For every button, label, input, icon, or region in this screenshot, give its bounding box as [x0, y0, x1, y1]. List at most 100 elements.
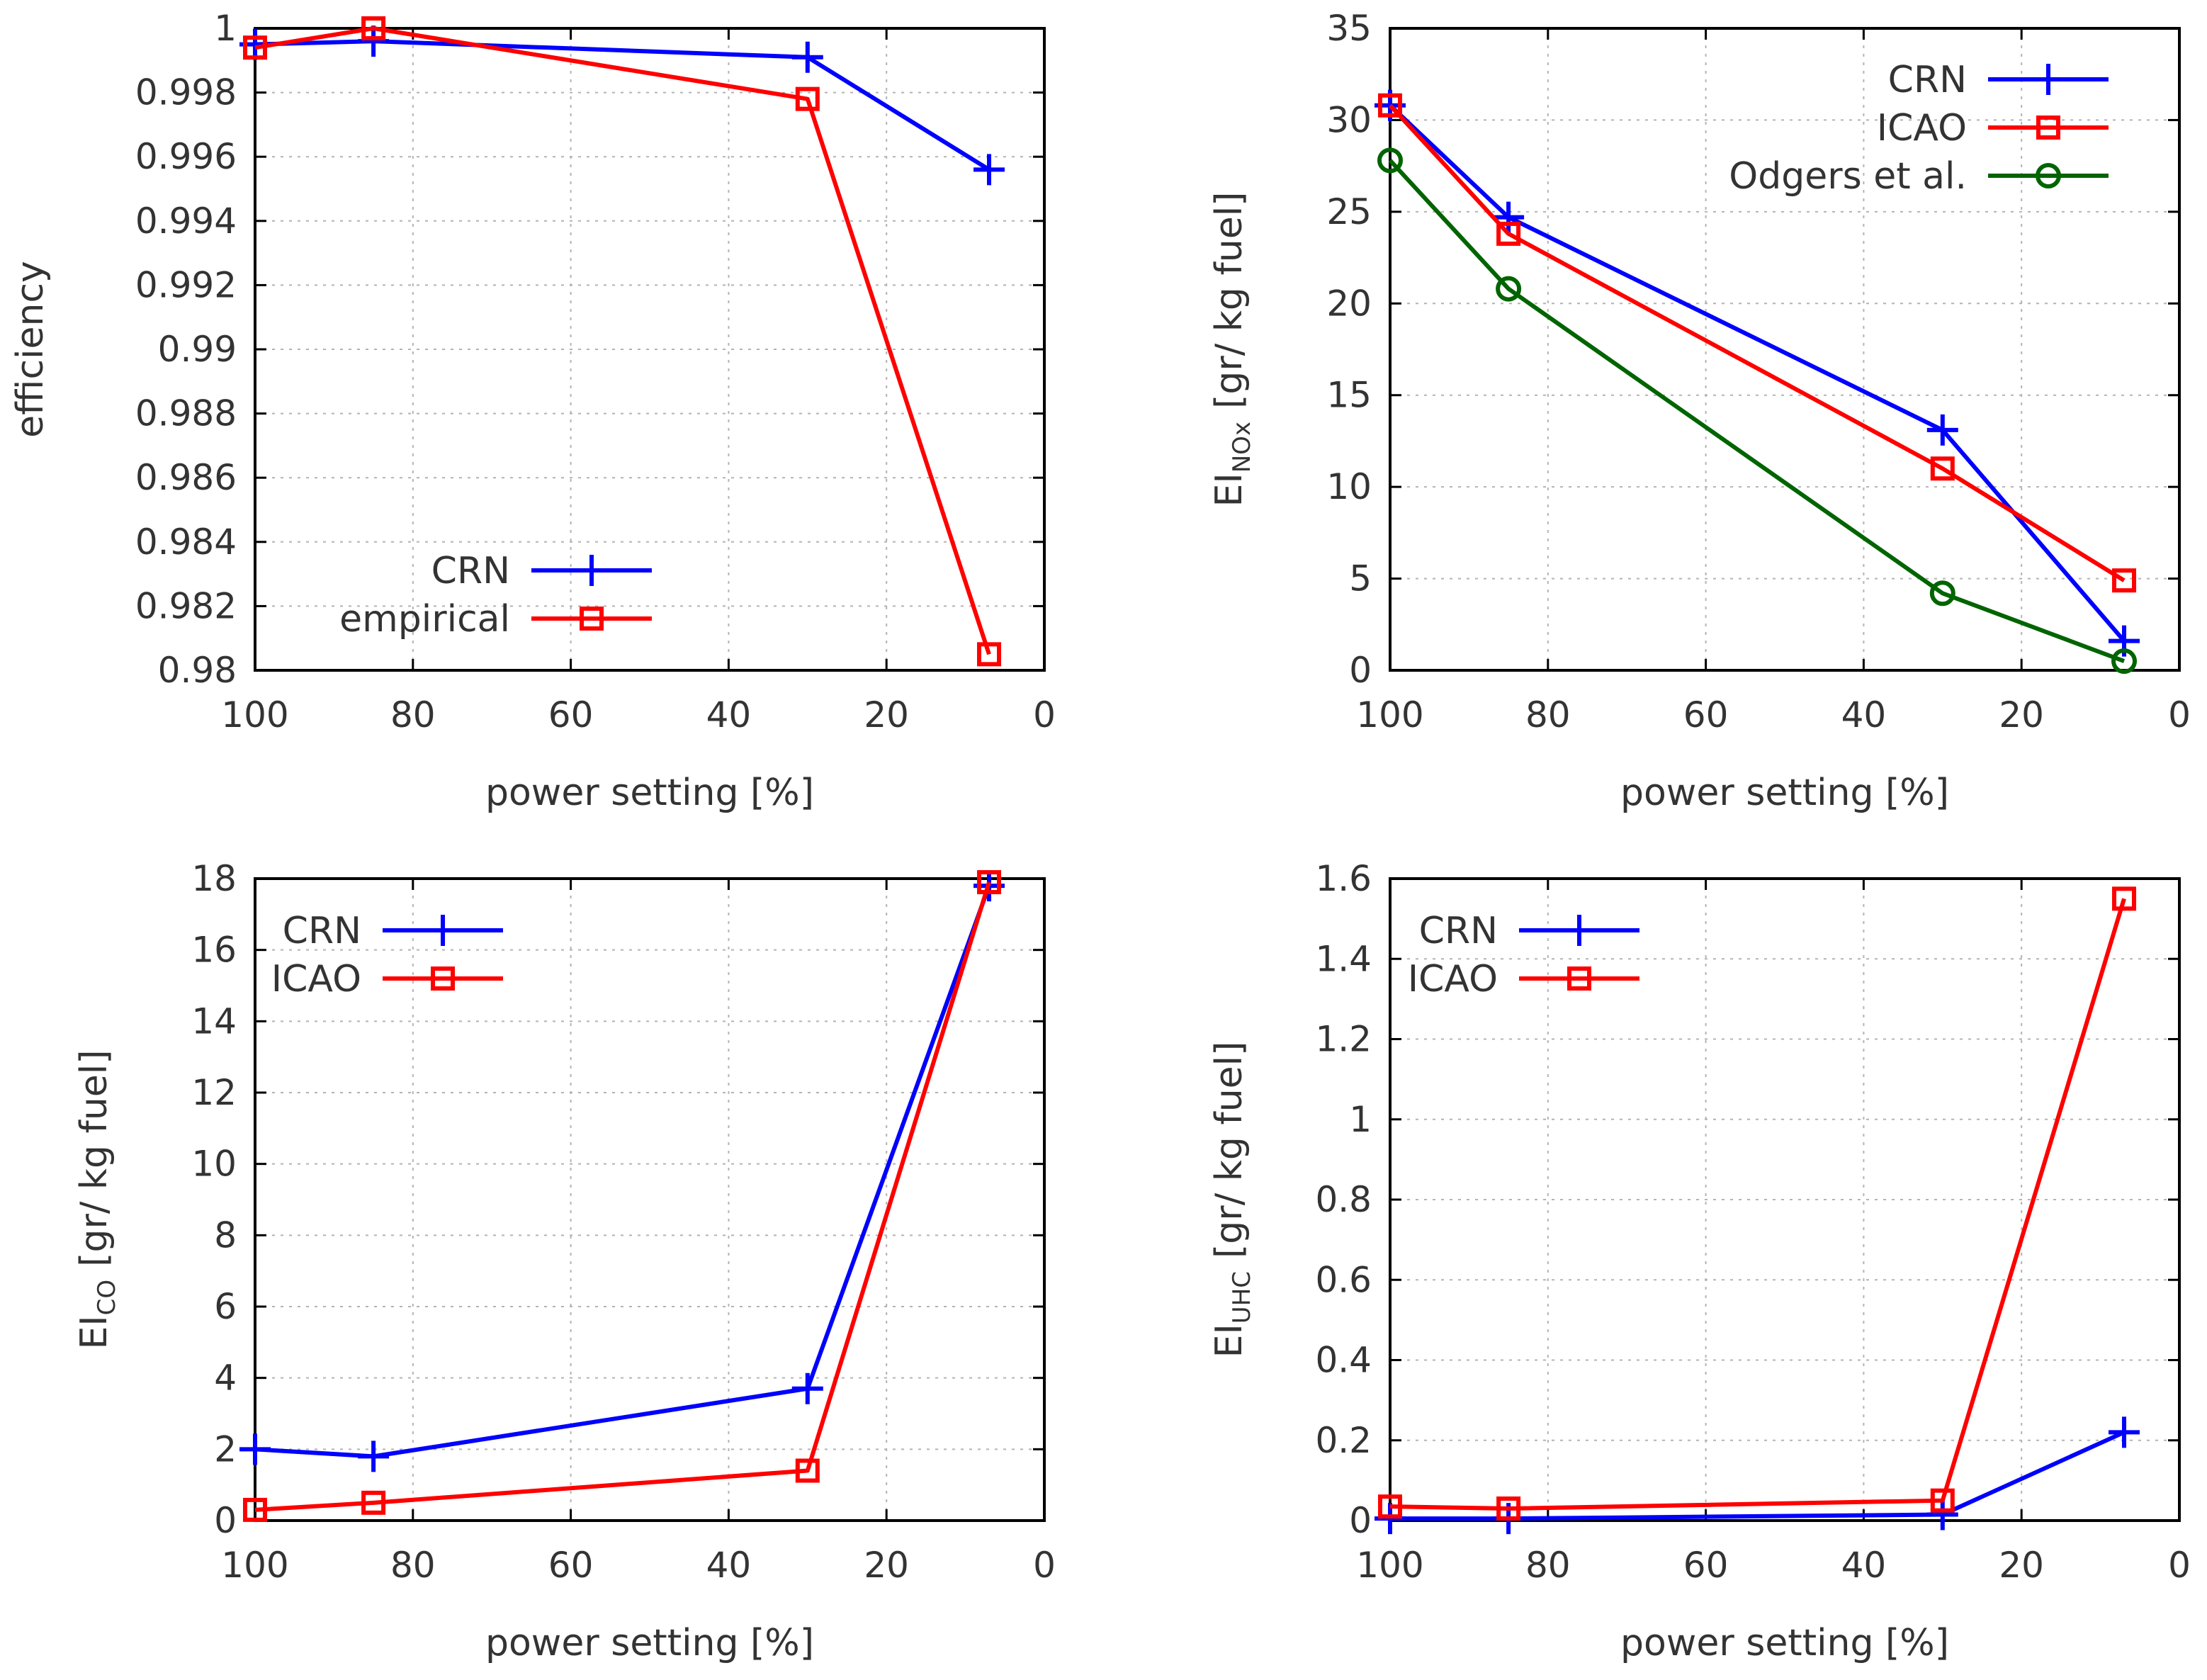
y-axis-label-main: EI — [73, 1315, 115, 1349]
x-tick-label: 100 — [221, 1545, 288, 1586]
data-point — [1496, 221, 1521, 246]
series-line-empirical — [254, 26, 991, 655]
legend-marker — [1564, 915, 1595, 946]
x-tick-label: 80 — [390, 1545, 436, 1586]
y-tick-label: 0 — [1349, 1500, 1372, 1541]
x-axis-label: power setting [%] — [485, 772, 814, 814]
legend-label: ICAO — [271, 958, 361, 1000]
legend-marker — [576, 555, 607, 586]
x-tick-label: 60 — [548, 1545, 594, 1586]
y-tick-label: 1.4 — [1315, 938, 1372, 979]
legend-label: empirical — [339, 598, 510, 641]
y-tick-label: 0.994 — [135, 201, 237, 242]
data-point — [358, 1441, 390, 1472]
y-tick-label: 25 — [1326, 191, 1372, 232]
x-tick-label: 0 — [1033, 1545, 1056, 1586]
x-tick-label: 100 — [1356, 694, 1423, 735]
y-tick-label: 15 — [1326, 375, 1372, 416]
y-tick-label: 0.986 — [135, 457, 237, 498]
series-line-icao — [1388, 103, 2126, 582]
y-tick-label: 0.988 — [135, 393, 237, 434]
y-tick-label: 2 — [214, 1428, 237, 1470]
y-tick-label: 0.992 — [135, 264, 237, 305]
data-point — [1496, 1496, 1521, 1521]
legend: CRN empirical — [339, 550, 652, 641]
x-tick-label: 80 — [390, 694, 436, 735]
y-tick-label: 0.2 — [1315, 1420, 1372, 1461]
data-point — [2112, 568, 2137, 593]
legend: CRN ICAO — [271, 910, 503, 1000]
y-tick-label: 0.984 — [135, 522, 237, 563]
y-axis-label-subscript: NOx — [1228, 422, 1256, 473]
series-line-icao — [1389, 898, 2126, 1511]
y-tick-label: 0.98 — [158, 650, 237, 691]
legend-marker — [2033, 64, 2064, 95]
data-point — [977, 870, 1002, 895]
data-point — [1496, 276, 1522, 302]
series-line-icao — [254, 881, 991, 1512]
data-point — [358, 26, 390, 57]
x-axis-label: power setting [%] — [485, 1622, 814, 1664]
data-point — [1377, 147, 1403, 174]
legend-label: CRN — [1888, 59, 1967, 101]
data-point — [791, 41, 823, 73]
y-tick-label: 4 — [214, 1358, 237, 1399]
y-tick-label: 0.99 — [158, 329, 237, 370]
legend-label: CRN — [1419, 910, 1498, 952]
legend: CRN ICAO — [1408, 910, 1639, 1000]
y-axis-label: EIUHC [gr/ kg fuel] — [1208, 1042, 1256, 1358]
y-tick-label: 10 — [1326, 466, 1372, 507]
y-tick-label: 8 — [214, 1214, 237, 1256]
x-tick-label: 40 — [1841, 694, 1887, 735]
plot-frame — [254, 877, 1046, 1522]
legend: CRN ICAO Odgers et al. — [1729, 59, 2109, 198]
y-tick-label: 18 — [191, 858, 237, 899]
y-axis-label: efficiency — [9, 261, 52, 438]
data-point — [1378, 93, 1402, 118]
series-line-crn — [254, 39, 990, 171]
y-tick-label: 30 — [1326, 99, 1372, 140]
legend-label: ICAO — [1408, 958, 1498, 1000]
y-tick-label: 6 — [214, 1286, 237, 1327]
data-point — [361, 16, 386, 40]
y-tick-label: 20 — [1326, 283, 1372, 324]
y-tick-label: 12 — [191, 1072, 237, 1113]
y-tick-label: 0.8 — [1315, 1179, 1372, 1220]
series-line-odgersetal — [1388, 159, 2126, 663]
x-tick-label: 40 — [1841, 1545, 1887, 1586]
y-tick-label: 14 — [191, 1000, 237, 1042]
data-point — [2112, 886, 2137, 911]
data-point — [2111, 648, 2138, 675]
y-axis-label-unit: [gr/ kg fuel] — [1208, 1042, 1251, 1258]
data-point — [239, 1433, 271, 1465]
y-axis-label: EICO [gr/ kg fuel] — [73, 1049, 121, 1349]
y-axis-label-main: EI — [1208, 473, 1251, 507]
y-tick-label: 10 — [191, 1144, 237, 1185]
legend-label: CRN — [431, 550, 510, 592]
series-line-crn — [1390, 1430, 2126, 1521]
data-point — [1493, 201, 1525, 233]
data-point — [791, 1372, 823, 1404]
y-tick-label: 1 — [214, 8, 237, 49]
x-axis-label: power setting [%] — [1620, 772, 1949, 814]
x-tick-label: 20 — [1999, 1545, 2044, 1586]
y-axis-label-subscript: UHC — [1228, 1271, 1256, 1324]
y-tick-label: 0.6 — [1315, 1259, 1372, 1300]
y-tick-label: 1.6 — [1315, 858, 1372, 899]
data-point — [1930, 456, 1955, 481]
y-tick-label: 1.2 — [1315, 1019, 1372, 1060]
plot-frame — [1389, 877, 2181, 1522]
x-tick-label: 0 — [2168, 1545, 2191, 1586]
legend-marker — [2036, 163, 2061, 188]
x-tick-label: 20 — [864, 1545, 909, 1586]
x-tick-label: 20 — [864, 694, 909, 735]
x-tick-label: 100 — [1356, 1545, 1423, 1586]
legend-marker — [2036, 115, 2060, 140]
data-point — [1926, 414, 1958, 446]
x-axis-label: power setting [%] — [1620, 1622, 1949, 1664]
y-tick-label: 0 — [1349, 650, 1372, 691]
legend-label: ICAO — [1877, 107, 1967, 150]
plot-frame — [1389, 27, 2181, 672]
data-point — [973, 154, 1005, 186]
